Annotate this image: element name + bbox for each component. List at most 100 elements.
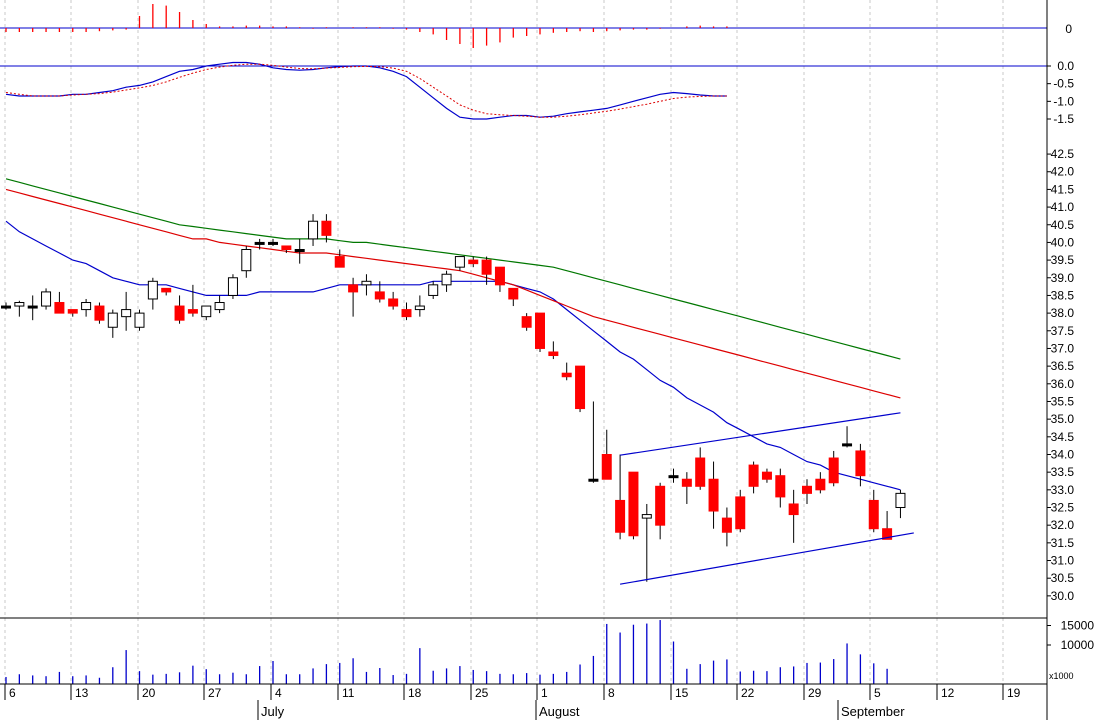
price-tick-label: 33.0 bbox=[1051, 483, 1075, 497]
x-tick-label: 19 bbox=[1007, 686, 1021, 700]
candle-body bbox=[374, 291, 385, 300]
candle-body bbox=[441, 273, 452, 286]
candle-body bbox=[214, 302, 225, 311]
candle-body bbox=[668, 475, 679, 479]
price-tick-label: 40.0 bbox=[1051, 235, 1075, 249]
candle-body bbox=[308, 220, 319, 240]
candle-body bbox=[81, 302, 92, 311]
month-label: July bbox=[261, 704, 285, 719]
signal-line bbox=[5, 63, 727, 118]
candle-body bbox=[641, 514, 652, 519]
candle-body bbox=[494, 266, 505, 286]
candle-body bbox=[721, 517, 732, 533]
month-label: August bbox=[539, 704, 580, 719]
candle-body bbox=[575, 365, 586, 410]
candle-body bbox=[401, 309, 412, 318]
candle-body bbox=[134, 312, 145, 328]
candle-body bbox=[14, 302, 25, 307]
price-tick-label: 33.5 bbox=[1051, 465, 1075, 479]
candle-body bbox=[348, 284, 359, 293]
moving-average-short bbox=[5, 220, 901, 491]
price-tick-label: 31.5 bbox=[1051, 536, 1075, 550]
candle-body bbox=[281, 245, 292, 250]
candle-body bbox=[748, 464, 759, 487]
candle-body bbox=[695, 457, 706, 487]
candle-body bbox=[802, 485, 812, 494]
candle-body bbox=[895, 492, 906, 509]
candle-body bbox=[174, 305, 185, 321]
candle-body bbox=[655, 485, 666, 526]
price-tick-label: 39.0 bbox=[1051, 271, 1075, 285]
price-tick-label: 41.5 bbox=[1051, 182, 1075, 196]
price-tick-label: 34.0 bbox=[1051, 447, 1075, 461]
candle-body bbox=[94, 305, 105, 321]
candle-body bbox=[521, 316, 532, 328]
macd-tick-label: -1.0 bbox=[1053, 94, 1074, 108]
price-tick-label: 38.5 bbox=[1051, 288, 1075, 302]
x-tick-label: 12 bbox=[941, 686, 955, 700]
candle-body bbox=[268, 241, 278, 245]
price-tick-label: 39.5 bbox=[1051, 253, 1075, 267]
price-panel bbox=[1, 178, 914, 585]
x-tick-label: 4 bbox=[275, 686, 282, 700]
candle-body bbox=[388, 298, 399, 307]
candle-body bbox=[882, 528, 893, 540]
candle-body bbox=[334, 256, 345, 268]
x-tick-label: 29 bbox=[808, 686, 822, 700]
price-tick-label: 41.0 bbox=[1051, 200, 1075, 214]
candle-body bbox=[201, 305, 212, 318]
candle-body bbox=[454, 256, 465, 268]
price-tick-label: 32.0 bbox=[1051, 518, 1075, 532]
upper-trendline bbox=[620, 412, 901, 456]
candle-body bbox=[708, 478, 719, 512]
candle-body bbox=[855, 450, 866, 477]
price-tick-label: 42.5 bbox=[1051, 147, 1075, 161]
x-tick-label: 27 bbox=[208, 686, 222, 700]
candle-body bbox=[227, 277, 238, 296]
moving-average-long bbox=[5, 178, 901, 360]
price-tick-label: 36.5 bbox=[1051, 359, 1075, 373]
candle-body bbox=[1, 305, 11, 309]
x-tick-label: 18 bbox=[408, 686, 422, 700]
candle-body bbox=[842, 443, 853, 447]
candle-body bbox=[254, 241, 265, 245]
x-tick-label: 13 bbox=[75, 686, 89, 700]
price-tick-label: 36.0 bbox=[1051, 377, 1075, 391]
price-tick-label: 35.0 bbox=[1051, 412, 1075, 426]
macd-line bbox=[5, 61, 727, 120]
candle-body bbox=[815, 478, 826, 491]
candle-body bbox=[775, 475, 786, 498]
candle-body bbox=[321, 220, 332, 236]
macd-tick-label: -0.5 bbox=[1053, 77, 1074, 91]
axis-labels: 0 0.0 -0.5 -1.0 -1.5 42.5 42.0 41.5 41.0 40.5 40.0… bbox=[9, 22, 1094, 719]
candle-body bbox=[468, 259, 479, 265]
candle-body bbox=[161, 287, 172, 293]
candle-body bbox=[54, 302, 65, 314]
candle-body bbox=[561, 372, 572, 378]
candle-body bbox=[241, 248, 252, 272]
x-tick-label: 1 bbox=[541, 686, 548, 700]
price-tick-label: 30.5 bbox=[1051, 571, 1075, 585]
candle-body bbox=[735, 496, 746, 530]
volume-tick-label: 15000 bbox=[1061, 619, 1095, 633]
macd-tick-label: -1.5 bbox=[1053, 112, 1074, 126]
macd-tick-label: 0.0 bbox=[1057, 59, 1074, 73]
x-tick-label: 11 bbox=[342, 686, 355, 700]
x-tick-label: 20 bbox=[142, 686, 156, 700]
x-tick-label: 5 bbox=[874, 686, 881, 700]
x-tick-label: 15 bbox=[675, 686, 689, 700]
candle-body bbox=[121, 309, 132, 318]
x-tick-label: 25 bbox=[475, 686, 489, 700]
price-tick-label: 30.0 bbox=[1051, 589, 1075, 603]
candle-body bbox=[187, 309, 198, 314]
price-tick-label: 35.5 bbox=[1051, 394, 1075, 408]
candle-body bbox=[147, 280, 158, 300]
candle-body bbox=[588, 478, 599, 482]
lower-trendline bbox=[619, 532, 914, 585]
macd-panel bbox=[0, 61, 1047, 120]
candle-body bbox=[508, 287, 519, 300]
volume-unit-label: x1000 bbox=[1049, 671, 1074, 681]
macd-histogram-panel bbox=[0, 4, 1047, 48]
moving-average-mid bbox=[5, 188, 901, 399]
